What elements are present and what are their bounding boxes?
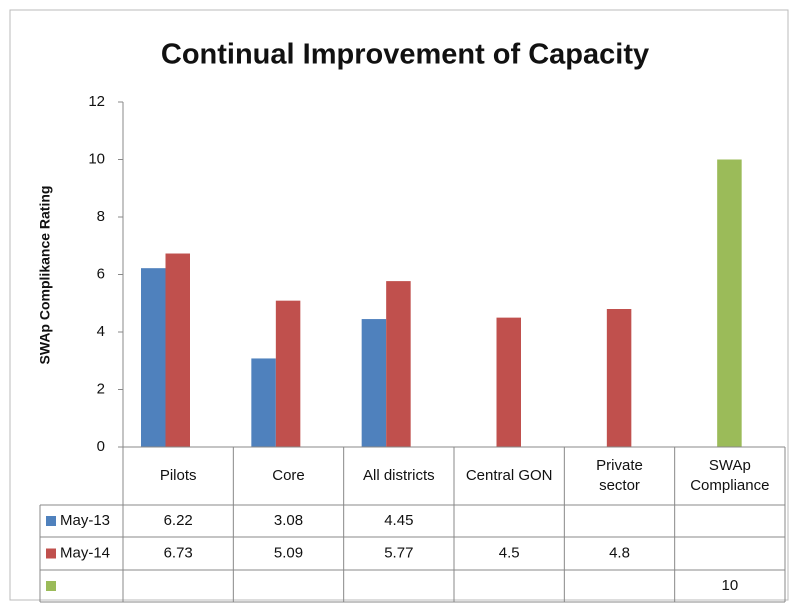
legend-key [46, 548, 56, 559]
x-tick-label: Core [272, 467, 305, 484]
table-value: 5.77 [384, 544, 413, 561]
x-tick-label: All districts [363, 467, 435, 484]
y-tick-label: 12 [88, 93, 105, 110]
bar [141, 268, 166, 447]
bar [165, 253, 190, 447]
table-value: 6.73 [164, 544, 193, 561]
x-tick-label: Central GON [466, 467, 553, 484]
table-value: 4.8 [609, 544, 630, 561]
table-value: 4.5 [499, 544, 520, 561]
y-tick-label: 2 [97, 380, 105, 397]
bar [275, 300, 301, 447]
y-tick-label: 6 [97, 265, 105, 282]
legend-label: May-13 [60, 512, 110, 529]
y-axis-label: SWAp Complikance Rating [37, 186, 53, 365]
y-tick-label: 0 [97, 438, 105, 455]
bar [717, 159, 742, 447]
bar [251, 358, 276, 447]
table-value: 10 [721, 577, 738, 594]
legend-key [46, 581, 56, 591]
bar [606, 309, 632, 447]
bar [361, 319, 387, 447]
legend-key [46, 516, 56, 526]
x-tick-label: Private sector [596, 457, 643, 494]
bar [386, 281, 411, 447]
table-value: 5.09 [274, 544, 303, 561]
bar [496, 317, 521, 447]
y-tick-label: 10 [88, 150, 105, 167]
legend-label: May-14 [60, 544, 110, 561]
x-tick-label: Pilots [160, 467, 197, 484]
table-value: 3.08 [274, 512, 303, 529]
y-tick-label: 4 [97, 323, 105, 340]
y-tick-label: 8 [97, 208, 105, 225]
table-value: 6.22 [164, 512, 193, 529]
chart-title: Continual Improvement of Capacity [161, 39, 649, 71]
x-tick-label: SWAp Compliance [690, 457, 769, 494]
table-value: 4.45 [384, 512, 413, 529]
